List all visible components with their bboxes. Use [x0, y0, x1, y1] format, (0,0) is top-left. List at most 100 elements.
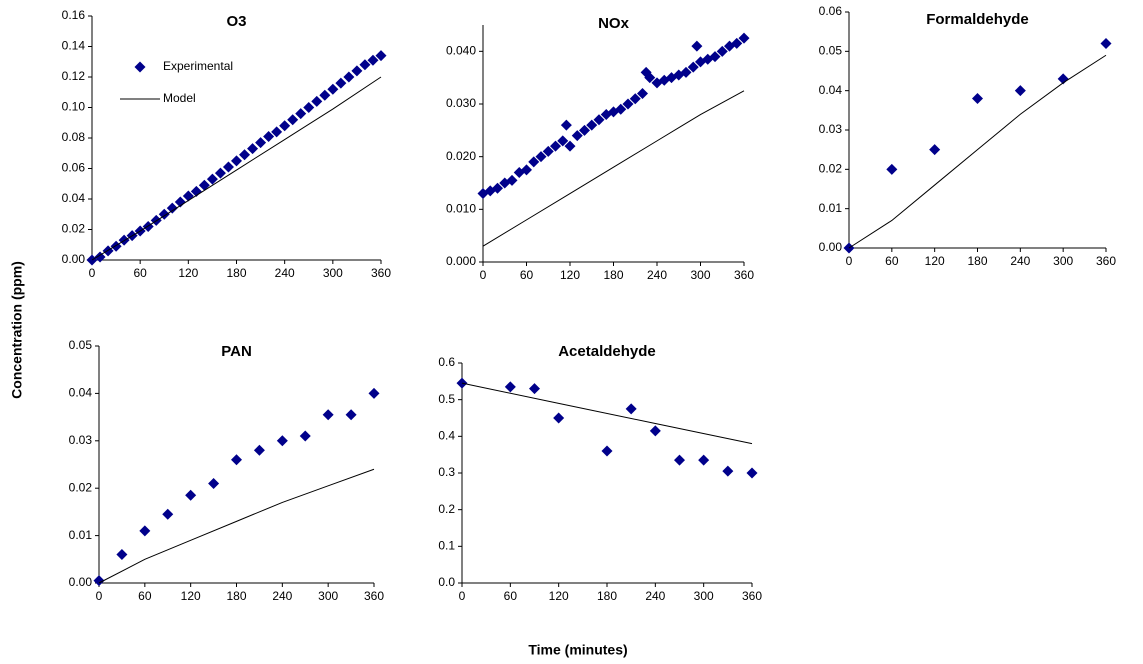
x-tick-label: 180	[226, 266, 246, 280]
data-point	[185, 489, 197, 501]
data-point	[629, 93, 641, 105]
model-line	[98, 468, 375, 584]
y-tick-label: 0.01	[819, 201, 843, 215]
data-point	[94, 251, 106, 263]
chart-title: O3	[226, 13, 246, 30]
data-point	[311, 95, 323, 107]
data-point	[299, 430, 311, 442]
data-point	[271, 126, 283, 138]
data-point	[535, 151, 547, 163]
data-point	[208, 477, 220, 489]
y-tick-label: 0.05	[69, 338, 93, 352]
y-tick-label: 0.040	[446, 44, 476, 58]
legend-label: Experimental	[163, 59, 233, 73]
y-tick-label: 0.020	[446, 149, 476, 163]
x-tick-label: 0	[459, 589, 466, 603]
y-tick-label: 0.12	[62, 69, 86, 83]
x-tick-label: 120	[181, 589, 201, 603]
data-point	[295, 108, 307, 120]
data-point	[886, 163, 898, 175]
y-tick-label: 0.2	[438, 502, 455, 516]
data-point	[553, 412, 565, 424]
data-point	[253, 444, 265, 456]
data-point	[231, 454, 242, 466]
data-point	[231, 155, 242, 167]
data-point	[625, 403, 637, 415]
data-point	[593, 114, 605, 126]
y-tick-label: 0.05	[819, 44, 843, 58]
x-tick-label: 300	[690, 268, 710, 282]
y-tick-label: 0.0	[438, 575, 455, 589]
x-axis-title: Time (minutes)	[528, 642, 627, 658]
data-point	[343, 71, 355, 83]
x-tick-label: 120	[925, 254, 945, 268]
data-point	[615, 103, 627, 115]
data-point	[972, 93, 983, 105]
x-tick-label: 60	[504, 589, 518, 603]
data-point	[492, 182, 503, 194]
model-line	[482, 90, 745, 247]
data-point	[738, 32, 750, 44]
legend-label: Model	[163, 91, 196, 105]
y-tick-label: 0.02	[69, 480, 93, 494]
data-point	[368, 387, 380, 399]
x-tick-label: 180	[226, 589, 246, 603]
x-tick-label: 300	[318, 589, 338, 603]
data-point	[1014, 85, 1026, 97]
data-point	[214, 167, 226, 179]
legend-swatch	[134, 61, 146, 73]
x-tick-label: 180	[967, 254, 987, 268]
x-tick-label: 60	[885, 254, 899, 268]
model-line	[461, 382, 753, 445]
model-line	[91, 76, 382, 261]
y-tick-label: 0.10	[62, 100, 86, 114]
data-point	[93, 575, 105, 587]
data-point	[287, 114, 299, 126]
chart-title: PAN	[221, 343, 252, 360]
y-tick-label: 0.3	[438, 465, 455, 479]
data-point	[716, 45, 728, 57]
data-point	[162, 508, 174, 520]
x-tick-label: 360	[364, 589, 384, 603]
data-point	[637, 87, 648, 99]
y-tick-label: 0.03	[819, 122, 843, 136]
data-point	[601, 445, 613, 457]
data-point	[564, 140, 576, 152]
data-point	[674, 454, 685, 466]
data-point	[255, 137, 267, 149]
data-point	[174, 196, 186, 208]
x-tick-label: 180	[603, 268, 623, 282]
data-point	[709, 51, 721, 63]
chart-title: Acetaldehyde	[558, 343, 656, 360]
data-point	[322, 409, 334, 421]
y-tick-label: 0.1	[438, 539, 455, 553]
data-point	[550, 140, 561, 152]
data-point	[327, 83, 339, 95]
data-point	[698, 454, 710, 466]
data-point	[359, 59, 371, 71]
x-tick-label: 120	[178, 266, 198, 280]
data-point	[528, 156, 540, 168]
model-line	[848, 54, 1107, 249]
data-point	[319, 89, 331, 101]
data-point	[649, 425, 661, 437]
y-tick-label: 0.14	[62, 39, 86, 53]
data-point	[367, 54, 379, 66]
x-tick-label: 60	[138, 589, 152, 603]
x-tick-label: 360	[371, 266, 391, 280]
data-point	[722, 465, 734, 477]
data-point	[504, 381, 516, 393]
y-tick-label: 0.03	[69, 433, 93, 447]
chart-title: Formaldehyde	[926, 11, 1029, 28]
data-point	[680, 66, 692, 78]
data-point	[644, 72, 656, 84]
data-point	[746, 467, 758, 479]
y-tick-label: 0.4	[438, 429, 455, 443]
x-tick-label: 60	[520, 268, 534, 282]
x-tick-label: 240	[645, 589, 665, 603]
x-tick-label: 240	[647, 268, 667, 282]
y-tick-label: 0.04	[819, 83, 843, 97]
data-point	[247, 143, 259, 155]
data-point	[560, 119, 572, 131]
